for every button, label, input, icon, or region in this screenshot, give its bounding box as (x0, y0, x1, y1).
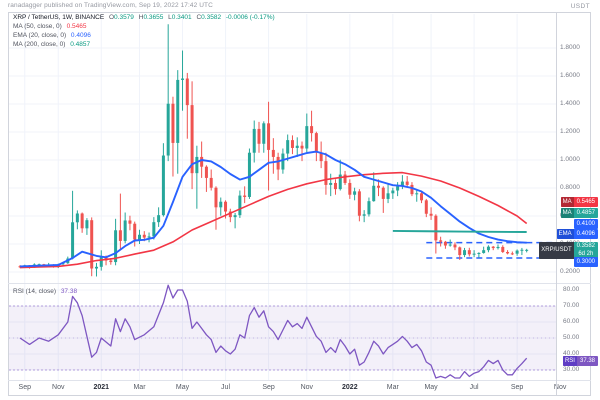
ma200-chip: MA (560, 208, 574, 218)
last-price-wrap: 0.3582 6d 2h (574, 242, 598, 259)
ma200-legend-name: MA (200, close, 0) (13, 41, 66, 48)
time-tick-label: 2022 (342, 384, 358, 391)
price-tick-label: 0.2000 (560, 268, 580, 275)
time-axis-divider (8, 380, 591, 381)
low-label: L (168, 14, 172, 21)
ema20-price-value: 0.4096 (576, 230, 595, 237)
rsi-band (9, 305, 556, 371)
ema20-legend-value: 0.4096 (70, 32, 91, 39)
ma50-legend-name: MA (50, close, 0) (13, 23, 62, 30)
time-tick-label: May (175, 384, 190, 391)
price-tick-label: 1.0000 (560, 156, 580, 163)
symbol-chip: XRP/USDT (539, 241, 574, 259)
time-tick-label: Nov (52, 384, 65, 391)
ma200-price-label: MA 0.4857 (560, 208, 598, 218)
ma200-legend-value: 0.4857 (70, 41, 91, 48)
rsi-legend-row[interactable]: RSI (14, close) 37.38 (13, 288, 77, 295)
lower-level-value: 0.3000 (576, 258, 595, 265)
upper-level-value: 0.4100 (576, 220, 595, 227)
rsi-line[interactable] (19, 284, 528, 379)
ema20-price-label: EMA 0.4096 (556, 229, 598, 239)
rsi-tick-label: 70.00 (563, 302, 580, 309)
change-value: -0.0006 (-0.17%) (225, 14, 275, 21)
time-tick-label: Nov (300, 384, 314, 391)
symbol-legend-row[interactable]: XRP / TetherUS, 1W, BINANCE O0.3579 H0.3… (13, 14, 275, 21)
open-label: O (108, 14, 115, 21)
ma50-legend-value: 0.5465 (66, 23, 87, 30)
price-tick-label: 0.8000 (560, 184, 580, 191)
rsi-tick-label: 40.00 (563, 350, 580, 357)
time-tick-label: Sep (262, 384, 275, 391)
price-tick-label: 1.6000 (560, 72, 580, 79)
time-tick-label: Mar (133, 384, 146, 391)
close-label: C (196, 14, 202, 21)
rsi-tick-label: 60.00 (563, 318, 580, 325)
ema20-chip: EMA (556, 229, 574, 239)
price-tick-label: 1.4000 (560, 100, 580, 107)
rsi-tick-label: 30.00 (563, 366, 580, 373)
upper-level-price-label: 0.4100 (573, 219, 598, 229)
low-value: 0.3401 (171, 14, 192, 21)
rsi-value-label: RSI 37.38 (562, 356, 598, 366)
high-value: 0.3655 (143, 14, 164, 21)
ema20-legend-row[interactable]: EMA (20, close, 0) 0.4096 (13, 32, 91, 39)
time-tick-label: Jul (469, 384, 479, 391)
gridlines (9, 14, 556, 380)
published-byline: ranadagger published on TradingView.com,… (8, 2, 213, 9)
drawn-level-lines[interactable] (426, 241, 556, 259)
ema20-legend-name: EMA (20, close, 0) (13, 32, 67, 39)
ema20-line[interactable] (19, 150, 527, 268)
lower-level-price-label: 0.3000 (573, 257, 598, 267)
close-value: 0.3582 (201, 14, 222, 21)
rsi-legend-value: 37.38 (60, 288, 78, 295)
time-tick-label: 2021 (93, 384, 110, 391)
rsi-tick-label: 80.00 (563, 286, 580, 293)
time-tick-label: May (424, 384, 438, 391)
open-value: 0.3579 (114, 14, 134, 21)
ma50-line[interactable] (19, 171, 528, 269)
ma200-legend-row[interactable]: MA (200, close, 0) 0.4857 (13, 41, 90, 48)
rsi-tick-label: 50.00 (563, 334, 580, 341)
symbol-title: XRP / TetherUS, 1W, BINANCE (13, 14, 105, 21)
time-tick-label: Sep (510, 384, 524, 391)
price-tick-label: 1.8000 (560, 44, 580, 51)
ma50-legend-row[interactable]: MA (50, close, 0) 0.5465 (13, 23, 86, 30)
ma200-price-value: 0.4857 (576, 209, 595, 216)
rsi-chip: RSI (562, 356, 577, 366)
high-label: H (138, 14, 144, 21)
ma50-price-label: MA 0.5465 (560, 197, 598, 207)
rsi-price-value: 37.38 (579, 357, 595, 364)
price-scale-border (556, 12, 557, 396)
ma50-price-value: 0.5465 (576, 198, 595, 205)
ma50-chip: MA (560, 197, 574, 207)
price-tick-label: 1.2000 (560, 128, 580, 135)
bar-countdown: 6d 2h (578, 250, 594, 257)
time-tick-label: Sep (18, 384, 31, 391)
quote-currency-label: USDT (570, 3, 590, 10)
rsi-legend-name: RSI (14, close) (13, 288, 56, 295)
last-price-label: XRP/USDT 0.3582 6d 2h (539, 241, 598, 259)
ma200-line[interactable] (392, 230, 527, 233)
candles (18, 24, 529, 277)
time-tick-label: Nov (553, 384, 567, 391)
time-tick-label: Jul (221, 384, 231, 391)
pane-divider[interactable] (8, 283, 591, 284)
time-tick-label: Mar (386, 384, 399, 391)
last-price-value: 0.3582 (576, 242, 595, 249)
